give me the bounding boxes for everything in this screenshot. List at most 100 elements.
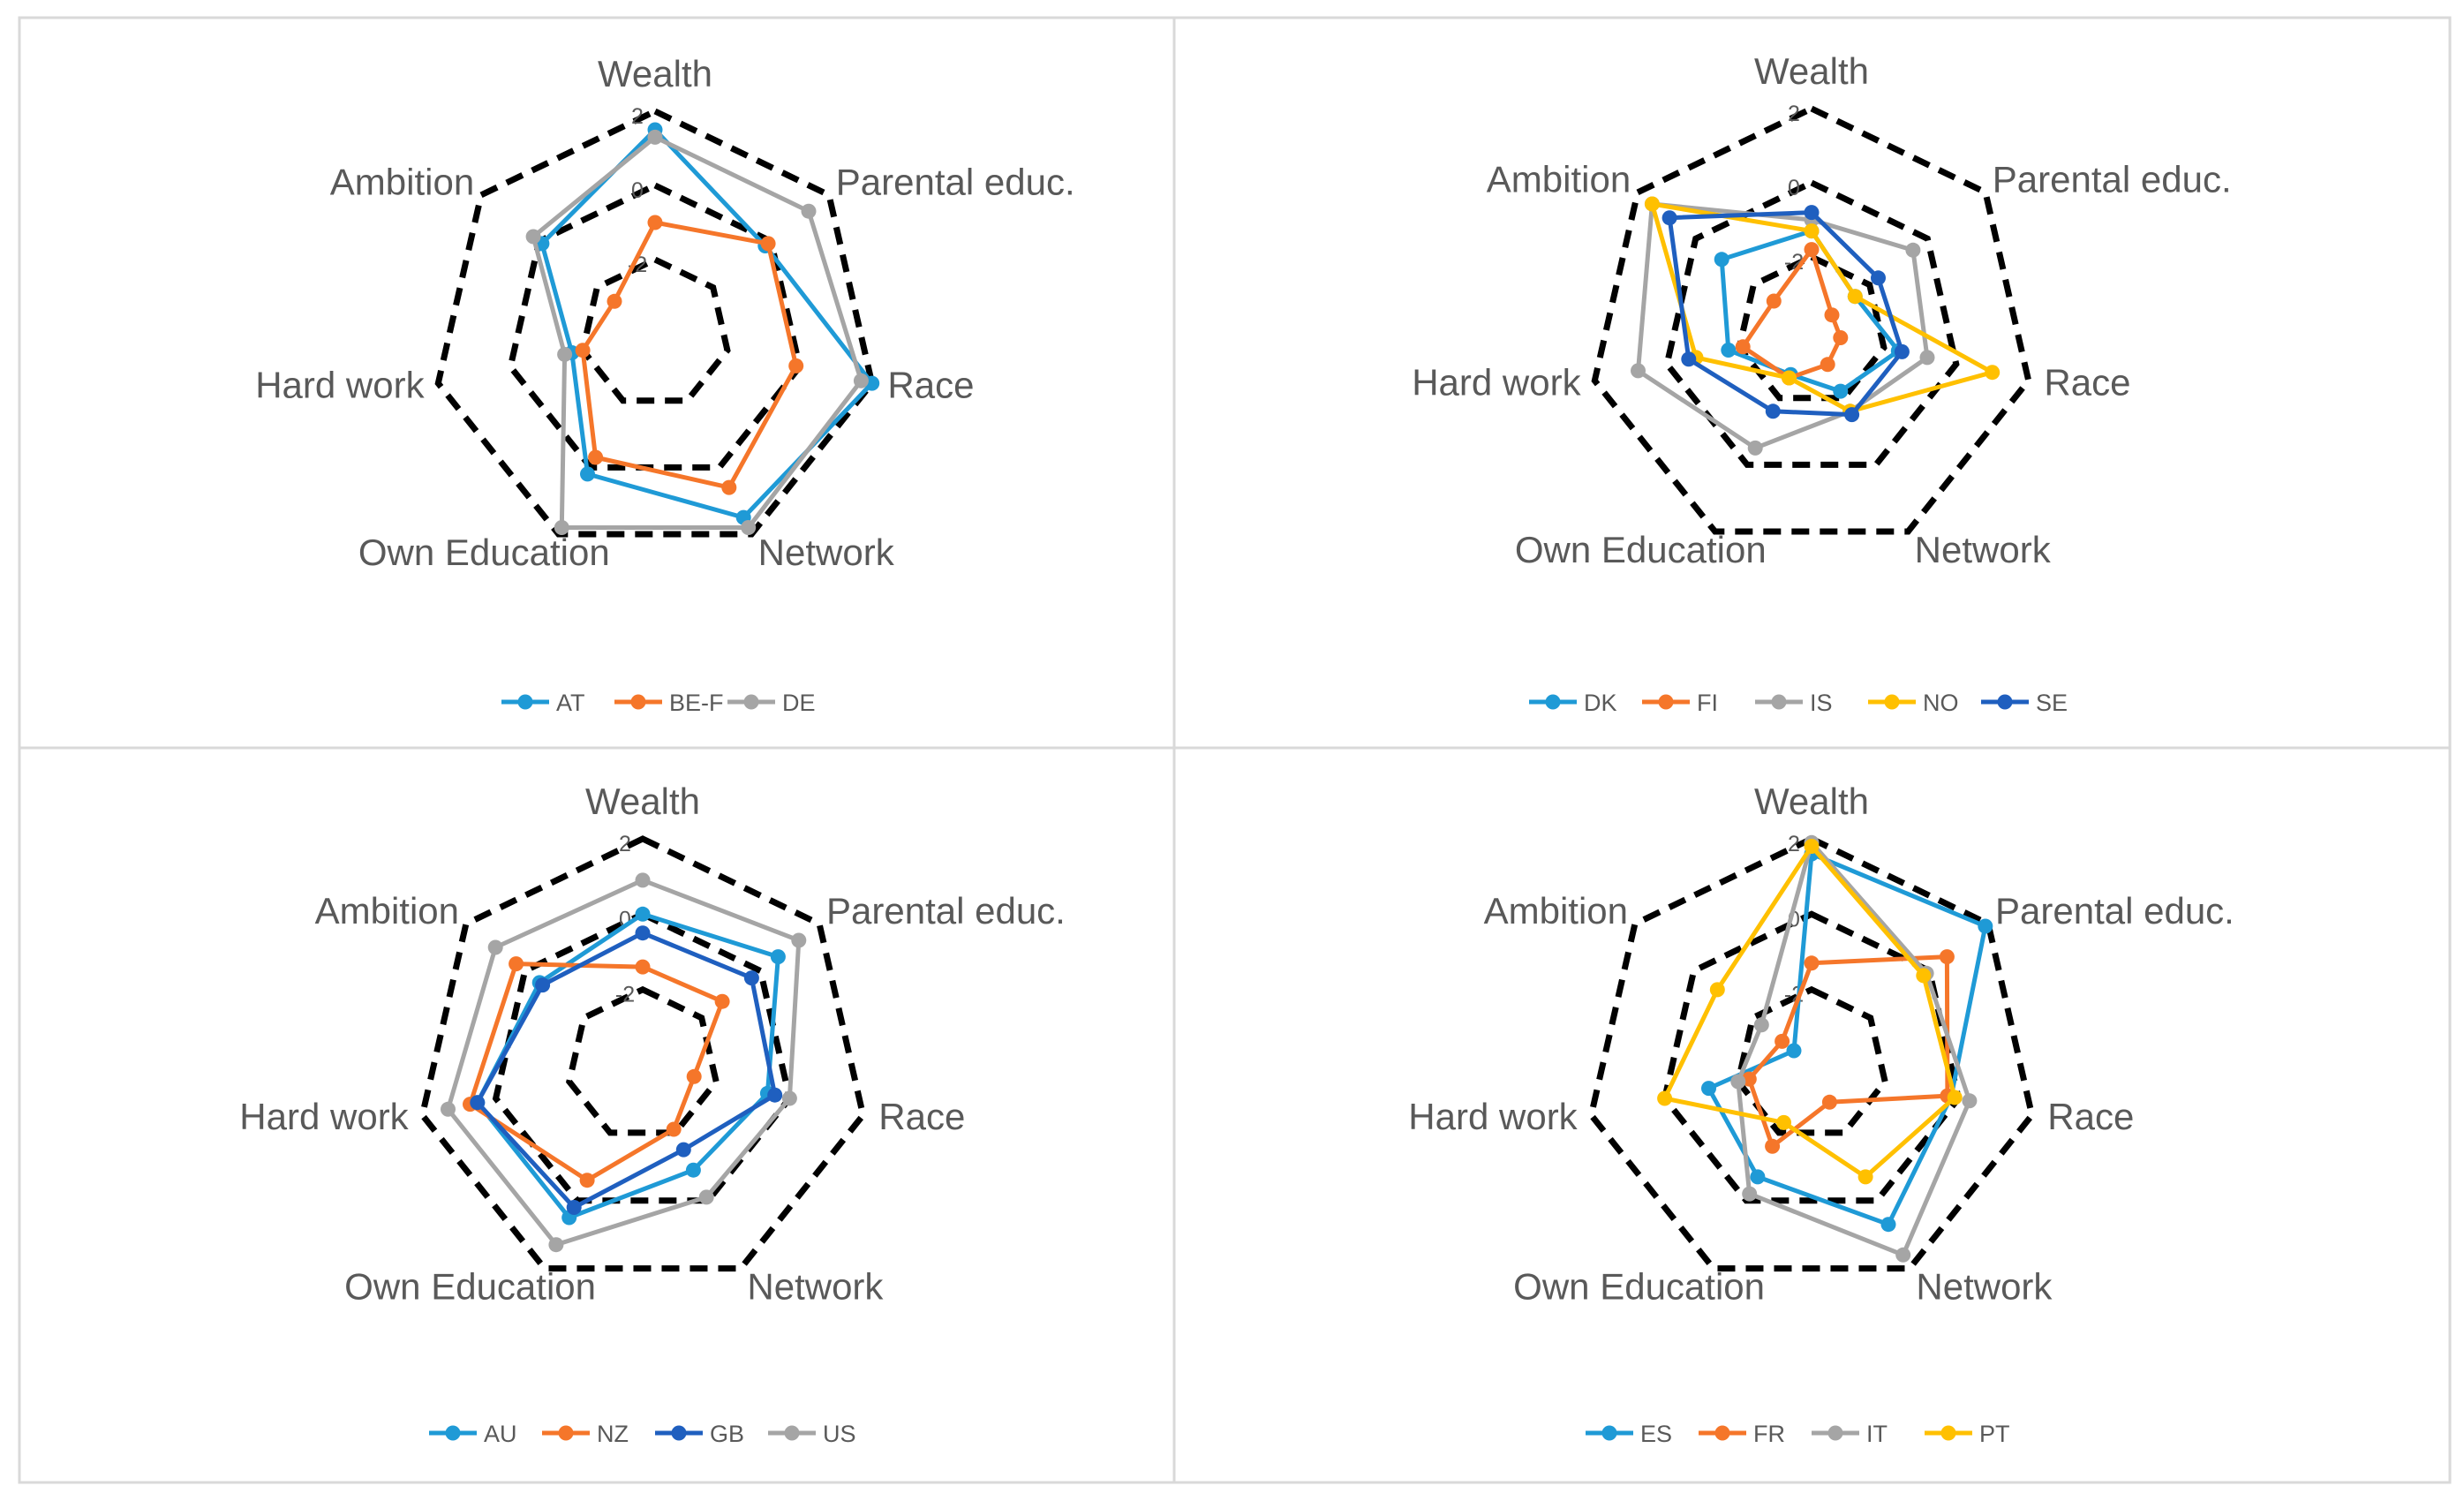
- data-point-fr: [1804, 955, 1820, 971]
- data-point-nz: [635, 959, 651, 975]
- data-point-se: [1844, 407, 1860, 423]
- data-point-de: [741, 520, 757, 535]
- legend-label: AU: [484, 1421, 517, 1447]
- frame-ring-1: [1663, 179, 1960, 468]
- data-point-no: [1847, 289, 1863, 305]
- axis-label-ambition: Ambition: [330, 162, 474, 203]
- legend-swatch-marker: [1601, 1425, 1617, 1441]
- data-point-es: [1978, 918, 1993, 934]
- series-line-it: [1736, 840, 1972, 1257]
- data-point-es: [1701, 1081, 1716, 1097]
- series-line-pt: [1662, 844, 1957, 1180]
- legend-swatch-marker: [1658, 694, 1674, 710]
- data-point-de: [554, 520, 569, 535]
- data-point-fi: [1766, 293, 1782, 309]
- axis-label-network: Network: [747, 1266, 884, 1308]
- legend-swatch-marker: [671, 1425, 687, 1441]
- tick-label: 2: [1788, 102, 1800, 126]
- legend-swatch-marker: [445, 1425, 461, 1441]
- data-point-fi: [1820, 357, 1835, 373]
- legend-item-be-f: BE-F: [614, 690, 724, 716]
- axis-label-own-education: Own Education: [344, 1266, 596, 1308]
- frame-ring-2: [1736, 253, 1888, 402]
- data-point-us: [441, 1101, 456, 1117]
- axis-label-wealth: Wealth: [585, 781, 700, 822]
- legend-label: IT: [1866, 1421, 1888, 1447]
- legend-swatch-marker: [784, 1425, 800, 1441]
- data-point-gb: [743, 970, 759, 986]
- legend-item-nz: NZ: [542, 1421, 629, 1447]
- data-point-es: [1880, 1217, 1896, 1233]
- data-point-gb: [675, 1142, 691, 1158]
- data-point-de: [801, 203, 817, 219]
- legend-item-us: US: [768, 1421, 856, 1447]
- axis-label-wealth: Wealth: [598, 53, 712, 94]
- data-point-de: [647, 129, 663, 145]
- axis-label-race: Race: [2047, 1096, 2134, 1137]
- axis-label-own-education: Own Education: [1515, 529, 1767, 570]
- data-point-fi: [1735, 339, 1751, 355]
- legend-label: DE: [782, 690, 816, 716]
- data-point-be-f: [788, 358, 804, 373]
- data-point-dk: [1721, 343, 1737, 358]
- data-point-au: [685, 1162, 701, 1178]
- series-line-dk: [1719, 229, 1901, 394]
- legend-swatch-marker: [517, 694, 533, 710]
- data-point-fi: [1824, 307, 1840, 323]
- data-point-se: [1765, 404, 1781, 419]
- frame-ring-2: [566, 985, 720, 1136]
- tick-label: 0: [631, 178, 644, 203]
- axis-label-own-education: Own Education: [358, 532, 610, 573]
- series-line-gb: [475, 931, 778, 1210]
- series-line-es: [1707, 851, 1988, 1227]
- legend-swatch-marker: [1714, 1425, 1730, 1441]
- data-point-pt: [1947, 1090, 1963, 1105]
- data-point-gb: [767, 1087, 783, 1103]
- series-line-no: [1649, 201, 1995, 414]
- data-point-nz: [714, 993, 730, 1009]
- data-point-pt: [1857, 1169, 1873, 1185]
- data-point-nz: [686, 1068, 702, 1084]
- data-point-pt: [1657, 1090, 1673, 1106]
- data-point-it: [1962, 1093, 1978, 1109]
- data-point-nz: [579, 1173, 595, 1188]
- legend-swatch-marker: [1827, 1425, 1843, 1441]
- data-point-se: [1804, 205, 1820, 221]
- tick-label: 2: [631, 104, 644, 129]
- axis-label-parental-educ: Parental educ.: [1995, 890, 2234, 932]
- legend-swatch-marker: [630, 694, 646, 710]
- axis-label-hard-work: Hard work: [255, 364, 425, 405]
- legend-item-gb: GB: [655, 1421, 744, 1447]
- legend-item-fi: FI: [1642, 690, 1718, 716]
- legend-label: NO: [1923, 690, 1959, 716]
- data-point-de: [853, 373, 869, 388]
- data-point-au: [635, 906, 651, 922]
- series-line-be-f: [580, 220, 799, 490]
- legend-label: PT: [1979, 1421, 2010, 1447]
- data-point-it: [1753, 1017, 1769, 1033]
- axis-label-race: Race: [2044, 361, 2130, 403]
- data-point-fr: [1939, 949, 1955, 965]
- data-point-fi: [1833, 330, 1849, 345]
- data-point-nz: [509, 956, 524, 972]
- axis-label-wealth: Wealth: [1754, 781, 1869, 822]
- data-point-pt: [1709, 982, 1725, 998]
- legend-label: FI: [1697, 690, 1718, 716]
- data-point-pt: [1804, 839, 1820, 854]
- legend-item-dk: DK: [1529, 690, 1617, 716]
- legend-swatch-marker: [558, 1425, 574, 1441]
- data-point-be-f: [760, 236, 776, 252]
- panel-border-top-left: [18, 16, 1176, 750]
- axis-label-hard-work: Hard work: [239, 1096, 409, 1137]
- data-point-us: [791, 932, 807, 948]
- tick-label: 0: [1788, 176, 1800, 200]
- legend-item-is: IS: [1755, 690, 1833, 716]
- frame-ring-2: [579, 256, 731, 404]
- legend-item-no: NO: [1868, 690, 1959, 716]
- legend-swatch-marker: [1884, 694, 1900, 710]
- legend-item-it: IT: [1812, 1421, 1888, 1447]
- tick-label: 2: [1788, 832, 1800, 856]
- data-point-it: [1730, 1074, 1746, 1090]
